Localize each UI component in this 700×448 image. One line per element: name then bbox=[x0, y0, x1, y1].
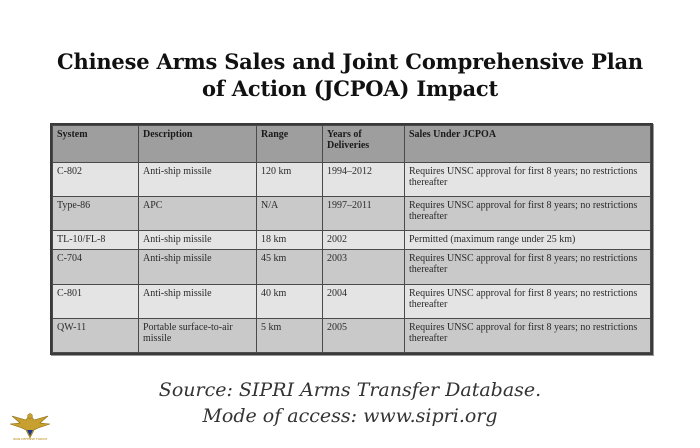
cell-system: Type-86 bbox=[52, 196, 139, 232]
table-row: C-801 Anti-ship missile 40 km 2004 Requi… bbox=[52, 283, 651, 319]
title-line-1: Chinese Arms Sales and Joint Comprehensi… bbox=[57, 49, 643, 74]
cell-years: 2002 bbox=[322, 230, 405, 251]
header-description: Description bbox=[138, 125, 257, 163]
source-line-2: Mode of access: www.sipri.org bbox=[202, 405, 498, 427]
source-line-1: Source: SIPRI Arms Transfer Database. bbox=[158, 379, 542, 401]
cell-sales: Permitted (maximum range under 25 km) bbox=[404, 230, 651, 251]
cell-years: 1994–2012 bbox=[322, 161, 405, 198]
cell-range: 120 km bbox=[256, 161, 323, 198]
cell-system: C-704 bbox=[52, 249, 139, 285]
arms-sales-table: System Description Range Years of Delive… bbox=[52, 125, 651, 354]
cell-description: Anti-ship missile bbox=[138, 283, 257, 319]
cell-years: 2005 bbox=[322, 317, 405, 354]
cell-system: C-802 bbox=[52, 161, 139, 198]
cell-range: 18 km bbox=[256, 230, 323, 251]
cell-system: TL-10/FL-8 bbox=[52, 230, 139, 251]
eagle-emblem-icon bbox=[9, 413, 51, 439]
cell-system: QW-11 bbox=[52, 317, 139, 354]
table-row: Type-86 APC N/A 1997–2011 Requires UNSC … bbox=[52, 196, 651, 232]
cell-description: Anti-ship missile bbox=[138, 161, 257, 198]
cell-description: APC bbox=[138, 196, 257, 232]
title-line-2: of Action (JCPOA) Impact bbox=[202, 76, 498, 101]
cell-years: 2003 bbox=[322, 249, 405, 285]
cell-sales: Requires UNSC approval for first 8 years… bbox=[404, 249, 651, 285]
cell-sales: Requires UNSC approval for first 8 years… bbox=[404, 283, 651, 319]
page-title: Chinese Arms Sales and Joint Comprehensi… bbox=[0, 48, 700, 102]
cell-range: 40 km bbox=[256, 283, 323, 319]
header-range: Range bbox=[256, 125, 323, 163]
cell-range: N/A bbox=[256, 196, 323, 232]
table-row: C-802 Anti-ship missile 120 km 1994–2012… bbox=[52, 161, 651, 198]
cell-sales: Requires UNSC approval for first 8 years… bbox=[404, 317, 651, 354]
arms-sales-table-frame: System Description Range Years of Delive… bbox=[50, 123, 653, 355]
cell-years: 1997–2011 bbox=[322, 196, 405, 232]
cell-sales: Requires UNSC approval for first 8 years… bbox=[404, 161, 651, 198]
table-row: TL-10/FL-8 Anti-ship missile 18 km 2002 … bbox=[52, 230, 651, 251]
header-sales: Sales Under JCPOA bbox=[404, 125, 651, 163]
cell-description: Anti-ship missile bbox=[138, 230, 257, 251]
source-caption: Source: SIPRI Arms Transfer Database. Mo… bbox=[0, 377, 700, 429]
cell-system: C-801 bbox=[52, 283, 139, 319]
cell-sales: Requires UNSC approval for first 8 years… bbox=[404, 196, 651, 232]
cell-description: Portable surface-to-air missile bbox=[138, 317, 257, 354]
cell-range: 5 km bbox=[256, 317, 323, 354]
table-header-row: System Description Range Years of Delive… bbox=[52, 125, 651, 163]
table-row: C-704 Anti-ship missile 45 km 2003 Requi… bbox=[52, 249, 651, 285]
cell-years: 2004 bbox=[322, 283, 405, 319]
cell-range: 45 km bbox=[256, 249, 323, 285]
header-system: System bbox=[52, 125, 139, 163]
header-years: Years of Deliveries bbox=[322, 125, 405, 163]
table-row: QW-11 Portable surface-to-air missile 5 … bbox=[52, 317, 651, 354]
logo-caption: IRAN DEFENSE FORUM bbox=[13, 437, 47, 441]
cell-description: Anti-ship missile bbox=[138, 249, 257, 285]
